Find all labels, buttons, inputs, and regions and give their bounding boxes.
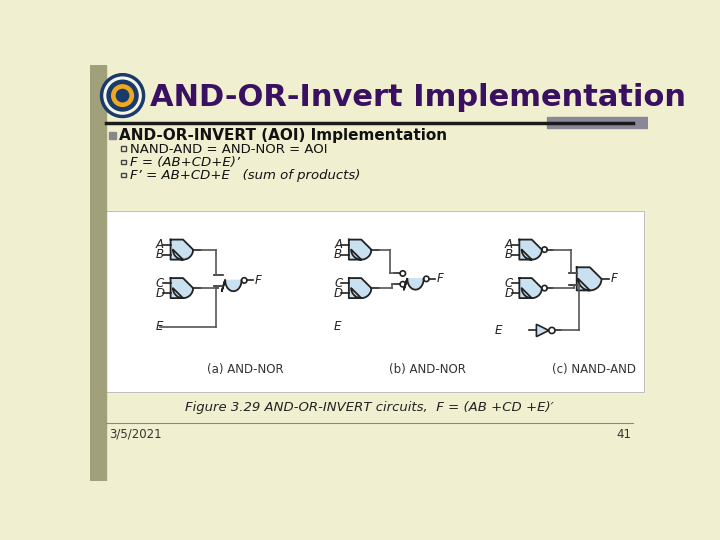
Bar [547, 117, 648, 128]
Text: Figure 3.29 AND-OR-INVERT circuits,  F = (AB +CD +E)′: Figure 3.29 AND-OR-INVERT circuits, F = … [185, 401, 553, 414]
Circle shape [117, 90, 129, 102]
Text: C: C [156, 276, 164, 289]
Polygon shape [349, 278, 372, 298]
Polygon shape [404, 279, 423, 289]
Text: AND-OR-INVERT (AOI) Implementation: AND-OR-INVERT (AOI) Implementation [120, 128, 448, 143]
Bar [90, 65, 106, 481]
Text: AND-OR-Invert Implementation: AND-OR-Invert Implementation [150, 83, 686, 112]
Text: B: B [334, 248, 342, 261]
Polygon shape [519, 278, 542, 298]
Text: (a) AND-NOR: (a) AND-NOR [207, 363, 283, 376]
Polygon shape [349, 240, 372, 260]
Text: E: E [334, 320, 341, 333]
Polygon shape [577, 267, 601, 291]
Polygon shape [536, 325, 549, 336]
Text: E: E [495, 324, 502, 337]
Text: D: D [334, 287, 343, 300]
Text: C: C [505, 276, 513, 289]
Text: NAND-AND = AND-NOR = AOI: NAND-AND = AND-NOR = AOI [130, 143, 327, 156]
Polygon shape [519, 240, 542, 260]
Text: F = (AB+CD+E)’: F = (AB+CD+E)’ [130, 156, 240, 169]
Text: (c) NAND-AND: (c) NAND-AND [552, 363, 636, 376]
Text: E: E [156, 320, 163, 333]
Bar [121, 159, 126, 164]
Text: A: A [505, 238, 513, 251]
Polygon shape [222, 280, 241, 291]
Polygon shape [171, 278, 193, 298]
Text: A: A [156, 238, 164, 251]
Text: B: B [505, 248, 513, 261]
Text: 41: 41 [616, 428, 631, 441]
Circle shape [101, 74, 144, 117]
Text: B: B [156, 248, 164, 261]
Polygon shape [171, 240, 193, 260]
Bar [106, 211, 644, 392]
Circle shape [104, 77, 141, 114]
Text: D: D [156, 287, 165, 300]
Text: F: F [611, 272, 618, 285]
Circle shape [112, 85, 133, 106]
Bar [109, 132, 116, 139]
Text: F: F [437, 272, 444, 285]
Text: 3/5/2021: 3/5/2021 [109, 428, 162, 441]
Text: A: A [334, 238, 342, 251]
Text: C: C [334, 276, 343, 289]
Text: F: F [255, 274, 261, 287]
Bar [121, 146, 126, 151]
Bar [121, 173, 126, 177]
Circle shape [107, 80, 138, 111]
Text: F’ = AB+CD+E   (sum of products): F’ = AB+CD+E (sum of products) [130, 169, 360, 182]
Bar [106, 211, 644, 392]
Text: D: D [505, 287, 513, 300]
Text: (b) AND-NOR: (b) AND-NOR [389, 363, 466, 376]
